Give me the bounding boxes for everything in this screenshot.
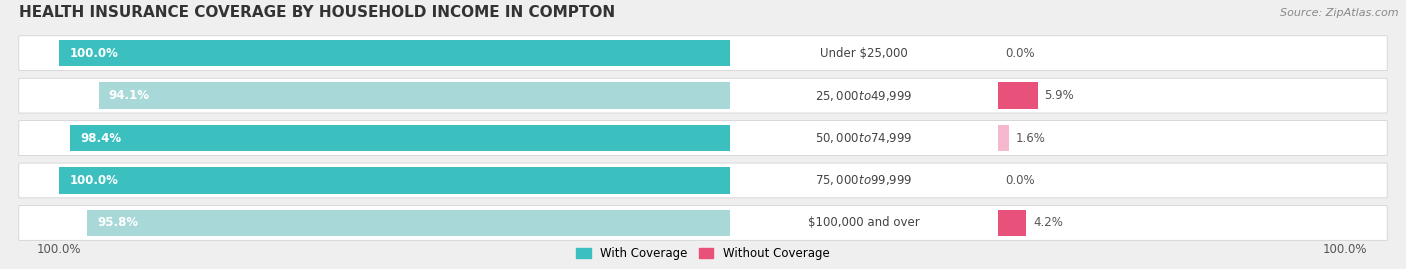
Text: $100,000 and over: $100,000 and over: [808, 216, 920, 229]
Text: Under $25,000: Under $25,000: [820, 47, 908, 60]
Text: 5.9%: 5.9%: [1045, 89, 1074, 102]
Text: 4.2%: 4.2%: [1033, 216, 1063, 229]
FancyBboxPatch shape: [18, 206, 1388, 240]
Text: $75,000 to $99,999: $75,000 to $99,999: [815, 174, 912, 187]
FancyBboxPatch shape: [18, 78, 1388, 113]
Text: 100.0%: 100.0%: [69, 47, 118, 60]
Text: 100.0%: 100.0%: [1323, 243, 1367, 256]
Bar: [998, 125, 1008, 151]
Text: 100.0%: 100.0%: [37, 243, 82, 256]
Text: $25,000 to $49,999: $25,000 to $49,999: [815, 89, 912, 103]
Text: 94.1%: 94.1%: [108, 89, 150, 102]
Bar: [59, 167, 730, 194]
Text: 98.4%: 98.4%: [80, 132, 121, 144]
Text: Source: ZipAtlas.com: Source: ZipAtlas.com: [1281, 8, 1399, 18]
Bar: [98, 83, 730, 109]
Bar: [87, 210, 730, 236]
Bar: [998, 210, 1026, 236]
FancyBboxPatch shape: [18, 163, 1388, 198]
Text: $50,000 to $74,999: $50,000 to $74,999: [815, 131, 912, 145]
Bar: [998, 83, 1038, 109]
Bar: [59, 40, 730, 66]
Text: HEALTH INSURANCE COVERAGE BY HOUSEHOLD INCOME IN COMPTON: HEALTH INSURANCE COVERAGE BY HOUSEHOLD I…: [18, 5, 614, 20]
Bar: [70, 125, 730, 151]
Text: 1.6%: 1.6%: [1015, 132, 1046, 144]
FancyBboxPatch shape: [18, 36, 1388, 70]
Text: 100.0%: 100.0%: [69, 174, 118, 187]
Legend: With Coverage, Without Coverage: With Coverage, Without Coverage: [572, 242, 834, 265]
Text: 0.0%: 0.0%: [1005, 47, 1035, 60]
FancyBboxPatch shape: [18, 121, 1388, 155]
Text: 0.0%: 0.0%: [1005, 174, 1035, 187]
Text: 95.8%: 95.8%: [97, 216, 139, 229]
